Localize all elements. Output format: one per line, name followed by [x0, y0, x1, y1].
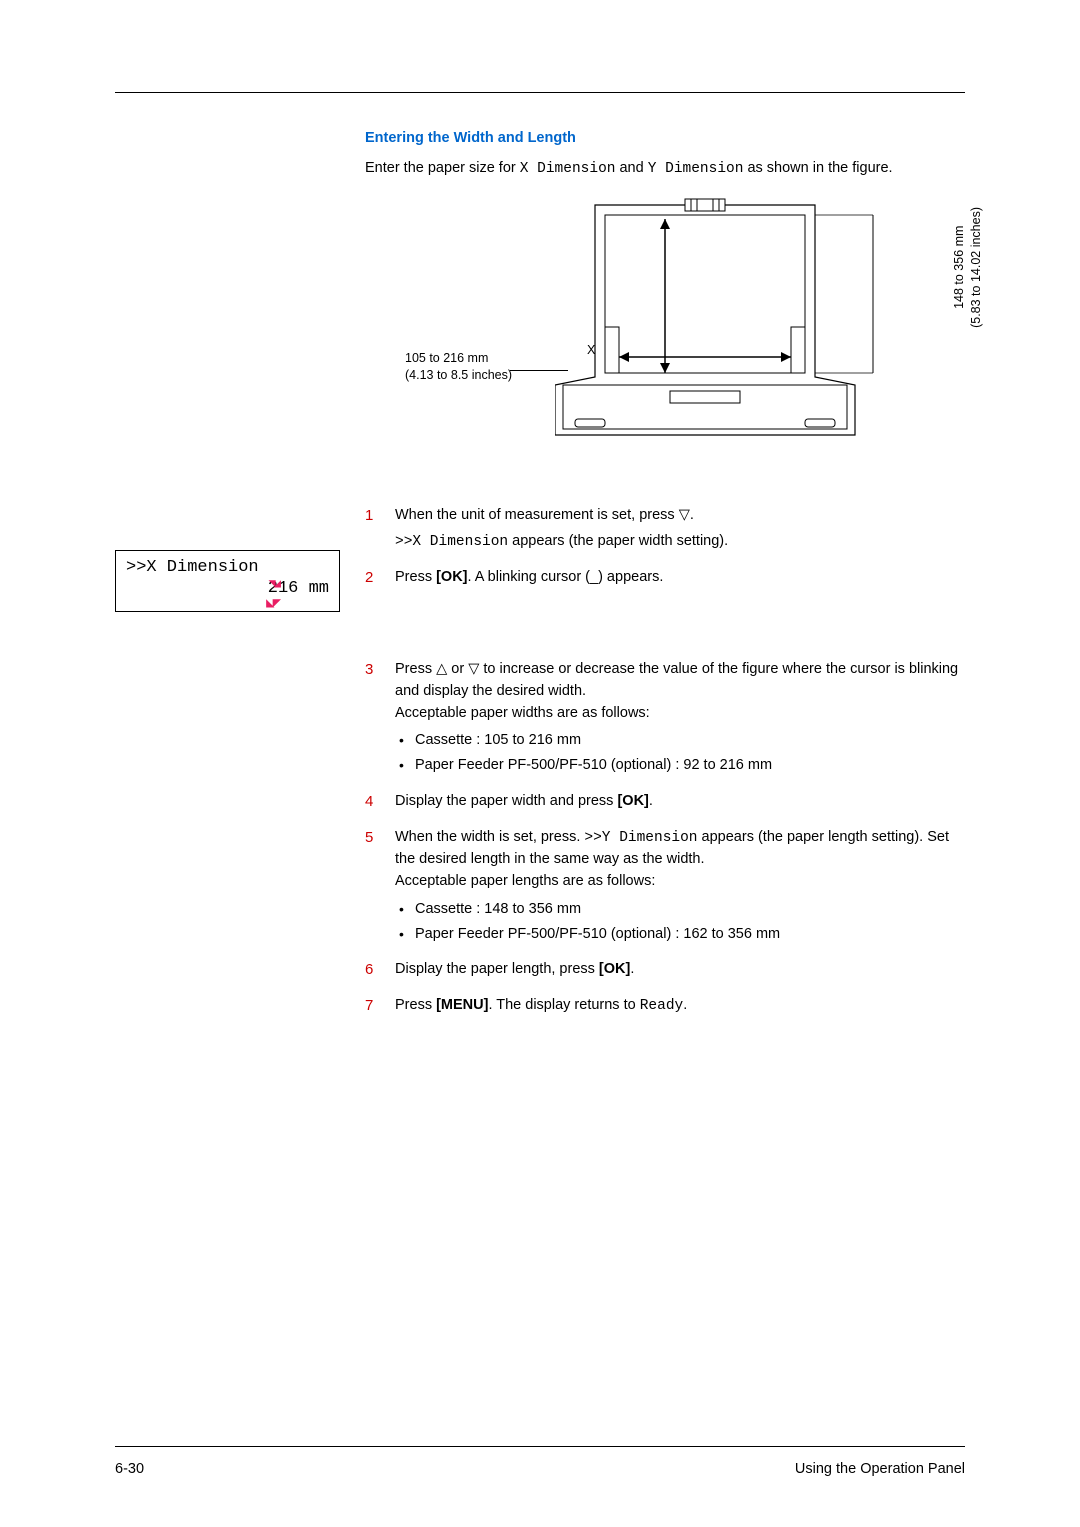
step-text-a: When the width is set, press. — [395, 829, 584, 845]
step-mid: or — [447, 661, 468, 677]
step-bold: [OK] — [436, 569, 467, 585]
step-text-b: . The display returns to — [488, 997, 639, 1013]
lcd-line1: >>X Dimension — [126, 557, 329, 578]
step-text-a: Press — [395, 661, 436, 677]
step-text-b: . A blinking cursor (_) appears. — [468, 569, 664, 585]
step-number: 6 — [365, 959, 373, 982]
step-line2: >>X Dimension appears (the paper width s… — [395, 531, 965, 554]
step-bold: [MENU] — [436, 997, 488, 1013]
cursor-down-arrows-icon: ◥◢ — [269, 577, 279, 592]
step-5: 5 When the width is set, press. >>Y Dime… — [365, 827, 965, 946]
lcd-display: >>X Dimension ◥◢ 216 mm ◣◤ — [115, 550, 340, 612]
main-column: Entering the Width and Length Enter the … — [365, 130, 965, 505]
step-text-a: When the unit of measurement is set, pre… — [395, 507, 679, 523]
step-bullets: Cassette : 105 to 216 mm Paper Feeder PF… — [395, 730, 965, 777]
top-rule — [115, 92, 965, 93]
tray-figure: 105 to 216 mm (4.13 to 8.5 inches) 148 t… — [365, 197, 965, 477]
intro-text-b: as shown in the figure. — [743, 160, 892, 176]
step-text-a: Display the paper length, press — [395, 961, 599, 977]
page-number: 6-30 — [115, 1461, 144, 1477]
step-code: >>Y Dimension — [584, 830, 697, 846]
step-text-b: to increase or decrease the value of the… — [395, 661, 958, 699]
step-number: 1 — [365, 505, 373, 528]
down-triangle-icon: ▽ — [679, 507, 690, 523]
step-bold: [OK] — [599, 961, 630, 977]
step-bullets: Cassette : 148 to 356 mm Paper Feeder PF… — [395, 899, 965, 946]
step-line2-rest: appears (the paper width setting). — [508, 533, 728, 549]
step-line2: Acceptable paper widths are as follows: — [395, 703, 965, 725]
step-number: 2 — [365, 567, 373, 590]
lcd-unit: mm — [298, 579, 329, 598]
cursor-up-arrows-icon: ◣◤ — [266, 596, 279, 614]
up-triangle-icon: △ — [436, 661, 447, 677]
step-1: 1 When the unit of measurement is set, p… — [365, 505, 965, 554]
step-4: 4 Display the paper width and press [OK]… — [365, 791, 965, 813]
tray-illustration — [555, 197, 895, 447]
bullet-item: Paper Feeder PF-500/PF-510 (optional) : … — [395, 924, 965, 946]
bullet-item: Cassette : 105 to 216 mm — [395, 730, 965, 752]
down-triangle-icon: ▽ — [468, 661, 479, 677]
step-text-c: . — [683, 997, 687, 1013]
step-3: 3 Press △ or ▽ to increase or decrease t… — [365, 659, 965, 777]
bullet-item: Cassette : 148 to 356 mm — [395, 899, 965, 921]
intro-code-y: Y Dimension — [648, 161, 744, 177]
step-text-a: Press — [395, 997, 436, 1013]
x-range-mm: 105 to 216 mm — [405, 351, 488, 365]
x-range-label: 105 to 216 mm (4.13 to 8.5 inches) — [405, 350, 512, 384]
step-2: 2 Press [OK]. A blinking cursor (_) appe… — [365, 567, 965, 589]
step-code: >>X Dimension — [395, 534, 508, 550]
step-number: 7 — [365, 995, 373, 1018]
x-range-in: (4.13 to 8.5 inches) — [405, 368, 512, 382]
section-heading: Entering the Width and Length — [365, 130, 965, 146]
intro-paragraph: Enter the paper size for X Dimension and… — [365, 158, 965, 181]
step-text-b: . — [649, 793, 653, 809]
intro-code-x: X Dimension — [520, 161, 616, 177]
step-bold: [OK] — [617, 793, 648, 809]
steps-list: 1 When the unit of measurement is set, p… — [365, 505, 965, 1032]
bullet-item: Paper Feeder PF-500/PF-510 (optional) : … — [395, 755, 965, 777]
step-number: 5 — [365, 827, 373, 850]
y-range-mm: 148 to 356 mm — [952, 226, 966, 309]
step-code: Ready — [640, 998, 684, 1014]
intro-text-a: Enter the paper size for — [365, 160, 520, 176]
bottom-rule — [115, 1446, 965, 1447]
step-text-a: Press — [395, 569, 436, 585]
step-number: 3 — [365, 659, 373, 682]
y-range-in: (5.83 to 14.02 inches) — [969, 207, 983, 328]
step-7: 7 Press [MENU]. The display returns to R… — [365, 995, 965, 1018]
step-line2: Acceptable paper lengths are as follows: — [395, 871, 965, 893]
step-number: 4 — [365, 791, 373, 814]
lcd-line2: ◥◢ 216 mm ◣◤ — [126, 578, 329, 599]
step-text-a: Display the paper width and press — [395, 793, 617, 809]
footer-title: Using the Operation Panel — [795, 1461, 965, 1477]
intro-text-and: and — [615, 160, 647, 176]
step-text-b: . — [690, 507, 694, 523]
y-range-label: 148 to 356 mm (5.83 to 14.02 inches) — [951, 207, 985, 328]
step-6: 6 Display the paper length, press [OK]. — [365, 959, 965, 981]
step-text-b: . — [630, 961, 634, 977]
page-footer: 6-30 Using the Operation Panel — [115, 1461, 965, 1477]
